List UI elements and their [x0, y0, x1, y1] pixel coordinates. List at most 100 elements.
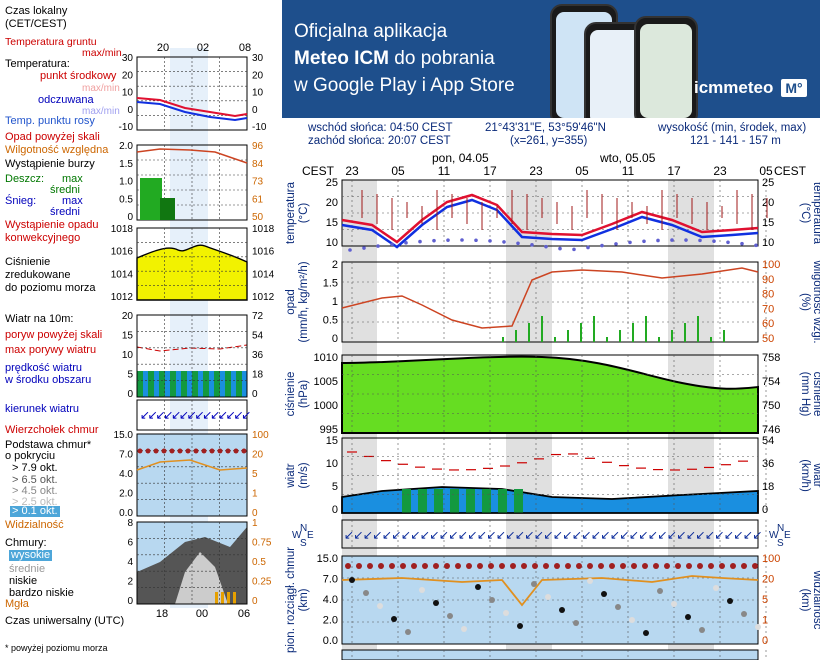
cloud-base-dot	[447, 613, 453, 619]
cloud-top-dot	[345, 563, 351, 569]
wind-direction-arrow: ↙	[620, 528, 630, 542]
legend-axis-left: 0.5	[119, 194, 133, 205]
legend-wind-arrow: ↙	[241, 408, 251, 422]
axis-right-tick: 70	[762, 303, 774, 315]
legend-utc: Czas uniwersalny (UTC)	[5, 615, 125, 627]
hour-tick: 23	[713, 164, 727, 178]
legend-gust-above: poryw powyżej skali	[5, 329, 103, 341]
cloud-base-dot	[489, 597, 495, 603]
legend-time-local: Czas lokalny	[5, 5, 68, 17]
dew-point-dot	[614, 242, 618, 246]
panel-frame	[341, 649, 759, 660]
cloud-top-dot	[510, 563, 516, 569]
cloud-base-dot	[657, 588, 663, 594]
wind-direction-arrow: ↙	[373, 528, 383, 542]
axis-title-right-2: wiatr	[811, 462, 820, 487]
axis-left-tick: 1	[332, 296, 338, 308]
legend-wind-arrow: ↙	[140, 408, 150, 422]
legend-axis-right: 0	[252, 105, 258, 116]
axis-title-left-2: (m/s)	[298, 462, 310, 488]
legend-wind-dir: kierunek wiatru	[5, 403, 79, 415]
legend-axis-left: 0.0	[119, 508, 133, 519]
app-banner[interactable]: Oficjalna aplikacja Meteo ICM do pobrani…	[282, 0, 820, 118]
dew-point-dot	[726, 240, 730, 245]
dew-point-dot	[698, 238, 702, 243]
dew-point-dot	[404, 241, 408, 245]
legend-rain-mean: średni	[50, 184, 80, 196]
legend-rain-bars	[140, 178, 162, 220]
legend-axis-left: 1012	[111, 292, 134, 303]
legend-maxmin-faint: max/min	[82, 83, 120, 94]
legend-okt-5: > 0.1 okt.	[10, 505, 60, 517]
axis-left-tick: 0	[332, 333, 338, 345]
hour-tick: 11	[622, 164, 635, 178]
axis-left-tick: 10	[326, 237, 338, 249]
legend-precip-above: Opad powyżej skali	[5, 131, 100, 143]
legend-temp-maxmin: max/min	[82, 47, 122, 59]
banner-line-1: Oficjalna aplikacja	[294, 21, 448, 42]
precip-bar	[515, 330, 517, 342]
cloud-top-dot	[455, 563, 461, 569]
legend-axis-right: 20	[252, 70, 264, 81]
cloud-base-dot	[741, 611, 747, 617]
phone-image-3	[634, 16, 698, 118]
axis-left-tick: 1005	[314, 376, 338, 388]
cloud-top-dot	[378, 563, 384, 569]
cloud-base-dot	[503, 610, 509, 616]
axis-left-tick: 15	[326, 435, 338, 447]
legend-cloud-top-dot	[201, 448, 207, 454]
legend-axis-right: 36	[252, 350, 264, 361]
cloud-base-dot	[755, 624, 761, 630]
legend-visibility-line	[136, 459, 248, 471]
dew-point-dot	[460, 238, 464, 242]
precip-bar	[684, 323, 686, 342]
cloud-base-dot	[391, 616, 397, 622]
wind-direction-arrow: ↙	[582, 528, 592, 542]
legend-axis-left: 10	[122, 350, 134, 361]
wind-direction-arrow: ↙	[715, 528, 725, 542]
legend-conv-2: konwekcyjnego	[5, 232, 81, 244]
cloud-top-dot	[697, 563, 703, 569]
axis-right-tick: 20	[762, 574, 774, 586]
legend-okt-2: > 6.5 okt.	[12, 474, 58, 486]
hour-tick: 05	[575, 164, 589, 178]
legend-dew-point: Temp. punktu rosy	[5, 115, 95, 127]
hour-tick: 17	[483, 164, 497, 178]
legend-axis-left: 5	[127, 370, 133, 381]
cloud-top-dot	[653, 563, 659, 569]
legend-axis-right: 20	[252, 450, 264, 461]
legend-conv-1: Wystąpienie opadu	[5, 219, 99, 231]
legend-cloud-top-dot	[145, 448, 151, 454]
wind-direction-arrow: ↙	[525, 528, 535, 542]
cloud-base-dot	[363, 590, 369, 596]
cloud-base-dot	[615, 604, 621, 610]
legend-footnote: * powyżej poziomu morza	[5, 643, 108, 653]
legend-axis-left: 1018	[111, 224, 134, 235]
cloud-base-dot	[671, 601, 677, 607]
banner-text: Oficjalna aplikacja Meteo ICM do pobrani…	[294, 18, 515, 99]
compass-n-left: N	[300, 523, 307, 534]
legend-cloud-top-dot	[185, 448, 191, 454]
axis-right-tick: 50	[762, 333, 774, 345]
elevation-label: wysokość (min, środek, max)	[658, 122, 807, 134]
legend-axis-right: 1014	[252, 269, 275, 280]
axis-title-right-2: ciśnienie	[811, 372, 820, 417]
cloud-top-dot	[686, 563, 692, 569]
precip-bar	[671, 330, 673, 342]
precip-bar	[567, 330, 569, 342]
humidity-line	[341, 267, 759, 329]
cloud-top-dot	[609, 563, 615, 569]
legend-panel: 20 02 08 18 00 06 30 20 10 0 -10 30 20 10 0 -10 2.0 1.5 1.…	[0, 0, 280, 660]
legend-cloud-top-dot	[153, 448, 159, 454]
hour-tick: 23	[529, 164, 543, 178]
legend-axis-right: 18	[252, 370, 264, 381]
compass-w: W	[769, 530, 779, 541]
precip-bar	[528, 323, 530, 342]
legend-cloud-base-2: o pokryciu	[5, 450, 56, 462]
cloud-top-dot	[444, 563, 450, 569]
axis-right-tick: 5	[762, 594, 768, 606]
legend-temperature: Temperatura:	[5, 58, 70, 70]
wind-direction-arrow: ↙	[477, 528, 487, 542]
axis-left-tick: 15.0	[317, 553, 338, 565]
